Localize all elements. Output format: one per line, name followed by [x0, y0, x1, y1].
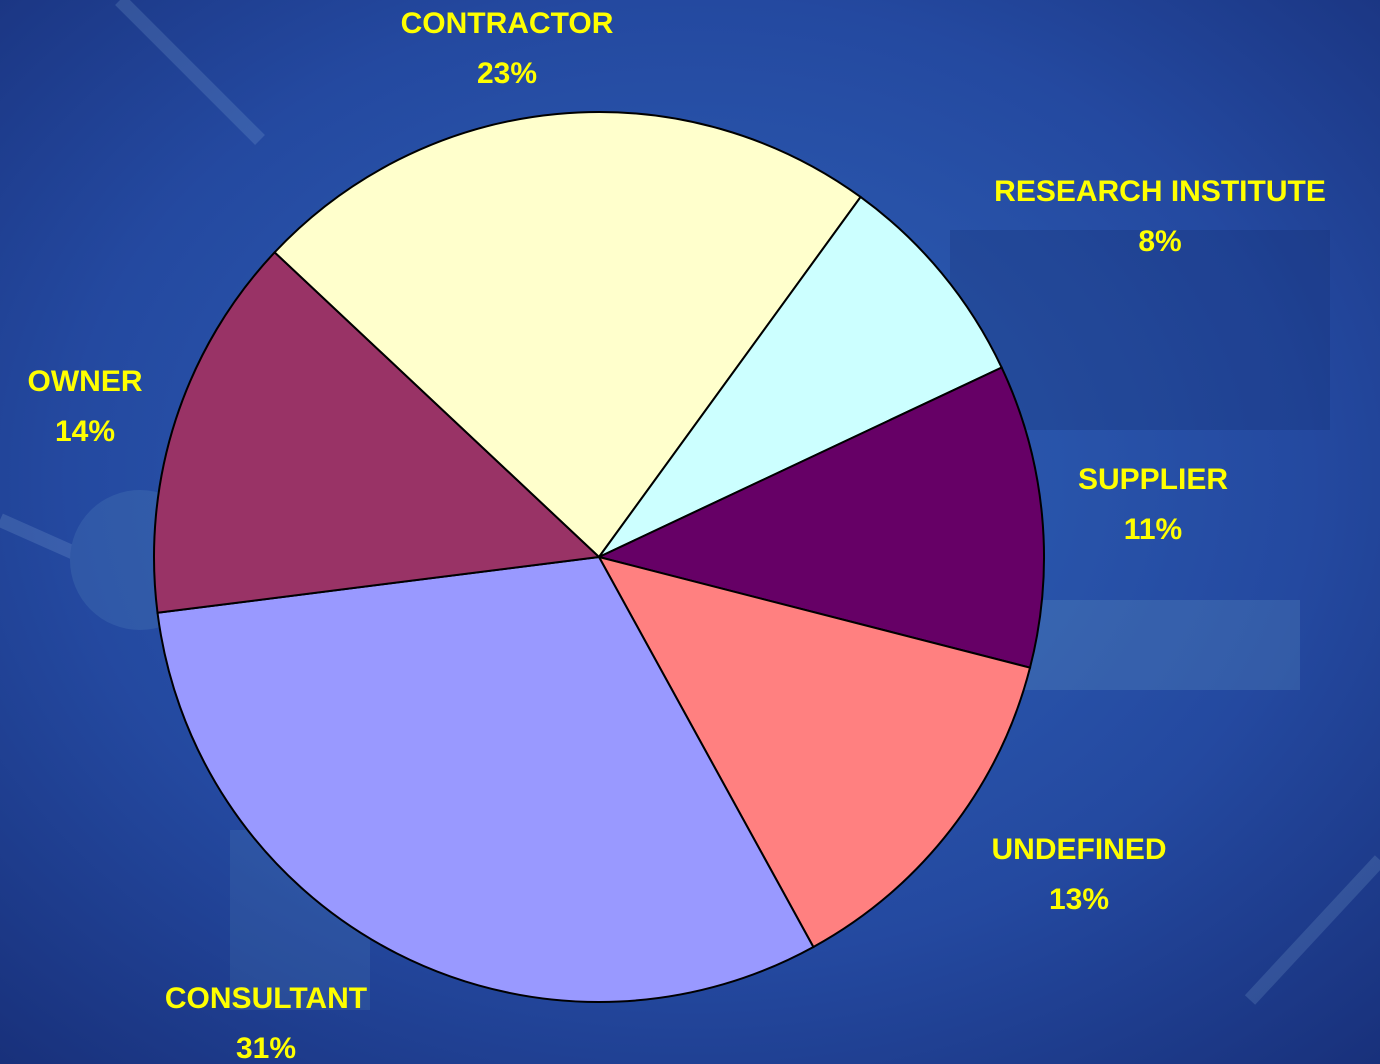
value-label: 23%	[477, 57, 537, 90]
page: {"chart_data": {"type": "pie", "categori…	[0, 0, 1380, 1064]
pie	[154, 112, 1044, 1002]
value-label: 31%	[236, 1032, 296, 1064]
value-label: 11%	[1124, 513, 1182, 546]
slice-label: SUPPLIER	[1078, 463, 1228, 496]
slice-label: CONSULTANT	[165, 982, 367, 1015]
slice-label: UNDEFINED	[991, 833, 1166, 866]
value-label: 8%	[1138, 225, 1181, 258]
slice-label: RESEARCH INSTITUTE	[994, 175, 1326, 208]
slice-label: CONTRACTOR	[401, 7, 614, 40]
value-label: 13%	[1049, 883, 1109, 916]
chart: CONTRACTOR 23% RESEARCH INSTITUTE 8% SUPPLIE…	[0, 0, 1380, 1064]
value-label: 14%	[55, 415, 115, 448]
slice-label: OWNER	[28, 365, 143, 398]
